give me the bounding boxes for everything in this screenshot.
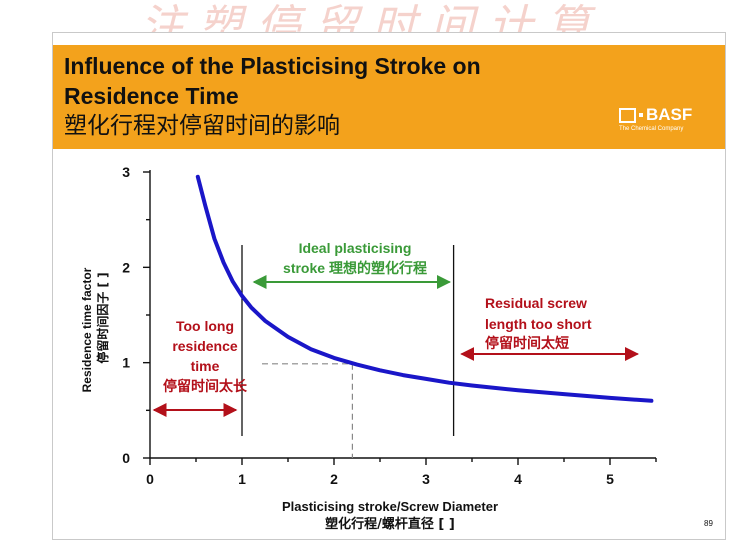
y-tick-label: 1: [122, 355, 130, 371]
x-axis-title: Plasticising stroke/Screw Diameter: [282, 499, 498, 514]
slide-header: Influence of the Plasticising Stroke on …: [53, 45, 725, 149]
too-short-label: 停留时间太短: [485, 335, 569, 351]
logo-square-icon: [619, 107, 636, 123]
ideal-label: stroke 理想的塑化行程: [283, 260, 427, 276]
y-axis-title-cn: 停留时间因子 [ ]: [95, 272, 110, 363]
page-number: 89: [704, 519, 713, 528]
too-long-label: 停留时间太长: [163, 378, 248, 394]
title-english-line1: Influence of the Plasticising Stroke on: [64, 53, 481, 79]
x-tick-label: 1: [238, 471, 246, 487]
too-long-label: residence: [172, 338, 238, 354]
y-tick-label: 0: [122, 450, 130, 466]
series-line: [195, 174, 654, 403]
x-tick-label: 5: [606, 471, 614, 487]
too-long-label: time: [191, 358, 220, 374]
ideal-label: Ideal plasticising: [299, 240, 412, 256]
logo-name: BASF: [646, 105, 693, 124]
title-english-line2: Residence Time: [64, 83, 239, 109]
x-tick-label: 0: [146, 471, 154, 487]
y-axis-title: Residence time factor: [80, 267, 94, 392]
x-axis-title-cn: 塑化行程/螺杆直径 [ ]: [325, 516, 455, 532]
y-tick-label: 3: [122, 164, 130, 180]
too-short-label: length too short: [485, 316, 592, 332]
x-tick-label: 3: [422, 471, 430, 487]
too-short-label: Residual screw: [485, 295, 587, 311]
x-tick-label: 4: [514, 471, 522, 487]
y-tick-label: 2: [122, 259, 130, 275]
x-tick-label: 2: [330, 471, 338, 487]
logo-dot-icon: [639, 113, 643, 117]
title-chinese: 塑化行程对停留时间的影响: [64, 113, 340, 139]
basf-logo: BASF The Chemical Company: [619, 105, 709, 132]
too-long-label: Too long: [176, 318, 234, 334]
logo-tagline: The Chemical Company: [619, 126, 684, 132]
